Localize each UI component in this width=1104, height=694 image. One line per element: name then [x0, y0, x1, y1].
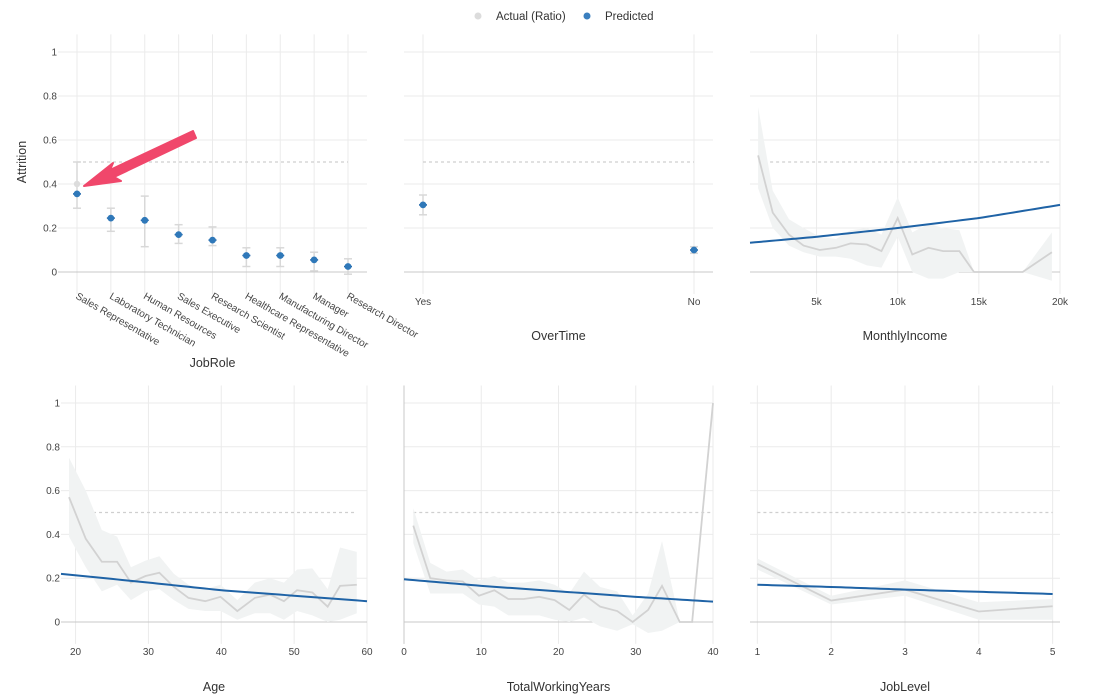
x-tick-label: 10k	[890, 297, 907, 308]
x-tick-label: 1	[755, 647, 761, 658]
x-tick-label: Yes	[415, 297, 431, 308]
predicted-line	[757, 583, 1053, 595]
arrow-icon	[83, 130, 197, 187]
actual-line	[757, 155, 1053, 273]
y-tick-label: 0.6	[43, 136, 57, 147]
legend: Actual (Ratio) Predicted	[474, 11, 654, 23]
panel-joblevel: 1 2 3 4 5 JobLevel	[750, 385, 1060, 694]
actual-ribbon	[758, 107, 1052, 281]
predicted-point	[690, 246, 698, 254]
y-tick-label: 0.8	[43, 92, 57, 103]
y-tick-label: 0.2	[46, 574, 60, 585]
x-tick-label: 40	[707, 647, 719, 658]
predicted-point	[419, 201, 427, 209]
x-tick-label: 0	[401, 647, 407, 658]
predicted-point	[276, 252, 284, 259]
y-tick-label: 0	[51, 268, 57, 279]
panel-overtime: Yes No OverTime	[404, 34, 713, 343]
x-tick-label: 50	[289, 647, 301, 658]
predicted-point	[175, 231, 183, 239]
x-axis-title: TotalWorkingYears	[507, 680, 611, 694]
predicted-point	[73, 190, 81, 198]
y-axis-title: Attrition	[15, 141, 29, 183]
x-tick-label: 3	[902, 647, 908, 658]
x-axis-title: JobLevel	[880, 680, 930, 694]
x-tick-label: 5	[1050, 647, 1056, 658]
y-tick-label: 0.2	[43, 224, 57, 235]
predicted-point	[107, 214, 115, 222]
predicted-point	[141, 216, 149, 224]
y-tick-label: 0.4	[43, 180, 57, 191]
y-tick-label: 0.6	[46, 486, 60, 497]
x-tick-label: 15k	[971, 297, 988, 308]
x-tick-label: 10	[476, 647, 488, 658]
predicted-point	[344, 263, 352, 270]
actual-line	[68, 496, 357, 613]
predicted-point	[310, 256, 318, 264]
predicted-line	[60, 572, 368, 603]
y-tick-label: 1	[54, 399, 60, 410]
legend-actual-marker	[474, 12, 482, 20]
panel-totalworkingyears: 0 10 20 30 40 TotalWorkingYears	[401, 385, 719, 694]
x-tick-label: 2	[828, 647, 834, 658]
legend-predicted-marker	[583, 12, 591, 20]
x-axis-title: MonthlyIncome	[863, 329, 948, 343]
predicted-point	[242, 252, 250, 259]
x-tick-label: 4	[976, 647, 982, 658]
annotation-arrow	[83, 130, 197, 187]
x-tick-label: 20	[70, 647, 82, 658]
x-tick-label: 30	[143, 647, 155, 658]
legend-predicted-label: Predicted	[605, 11, 654, 23]
predicted-point	[209, 236, 216, 244]
x-tick-label: 5k	[811, 297, 823, 308]
panel-monthlyincome: 5k 10k 15k 20k MonthlyIncome	[749, 34, 1069, 343]
x-tick-label: 20	[553, 647, 565, 658]
y-tick-label: 1	[51, 48, 57, 59]
x-tick-label: 20k	[1052, 297, 1069, 308]
x-axis-title: OverTime	[531, 329, 585, 343]
y-tick-label: 0.4	[46, 530, 60, 541]
y-tick-label: 0.8	[46, 442, 60, 453]
x-axis-title: Age	[203, 680, 225, 694]
predicted-line	[403, 578, 714, 603]
y-tick-label: 0	[54, 618, 60, 629]
x-tick-label: 30	[630, 647, 642, 658]
actual-point	[73, 180, 81, 188]
x-tick-label: 40	[216, 647, 228, 658]
x-axis-title: JobRole	[190, 356, 236, 370]
legend-actual-label: Actual (Ratio)	[496, 11, 566, 23]
x-tick-label: No	[688, 297, 701, 308]
panel-age: 0 0.2 0.4 0.6 0.8 1 20 30 40 50 60 Age	[46, 385, 373, 694]
predicted-line	[749, 203, 1061, 244]
x-tick-label: 60	[361, 647, 373, 658]
